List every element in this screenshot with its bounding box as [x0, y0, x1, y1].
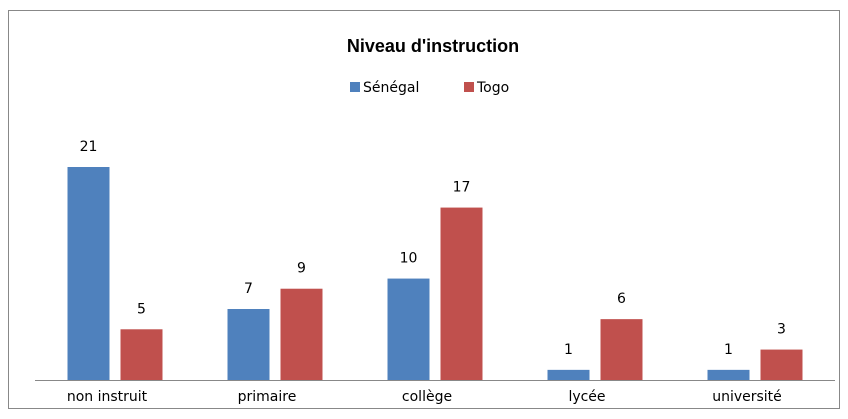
bar [227, 309, 270, 380]
legend-label: Togo [476, 80, 509, 96]
bar [440, 207, 483, 380]
bar [707, 369, 750, 380]
bar [120, 329, 163, 380]
x-tick-label: non instruit [67, 389, 148, 405]
data-label: 10 [400, 251, 418, 267]
legend-swatch [464, 82, 474, 92]
bar [67, 167, 110, 380]
data-label: 9 [297, 261, 306, 277]
data-label: 5 [137, 301, 146, 317]
data-label: 7 [244, 281, 253, 297]
x-tick-label: primaire [238, 389, 297, 405]
data-label: 1 [564, 342, 573, 358]
bar [547, 369, 590, 380]
bar [760, 349, 803, 380]
data-label: 3 [777, 322, 786, 338]
legend-swatch [350, 82, 360, 92]
data-label: 6 [617, 291, 626, 307]
bar [387, 278, 430, 380]
data-label: 1 [724, 342, 733, 358]
data-label: 17 [453, 180, 471, 196]
legend-label: Sénégal [363, 80, 419, 96]
bar [280, 288, 323, 380]
x-tick-label: université [712, 389, 782, 405]
x-tick-label: lycée [568, 389, 605, 405]
bar [600, 319, 643, 380]
x-tick-label: collège [402, 389, 452, 405]
chart-title: Niveau d'instruction [347, 36, 519, 56]
data-label: 21 [80, 139, 98, 155]
